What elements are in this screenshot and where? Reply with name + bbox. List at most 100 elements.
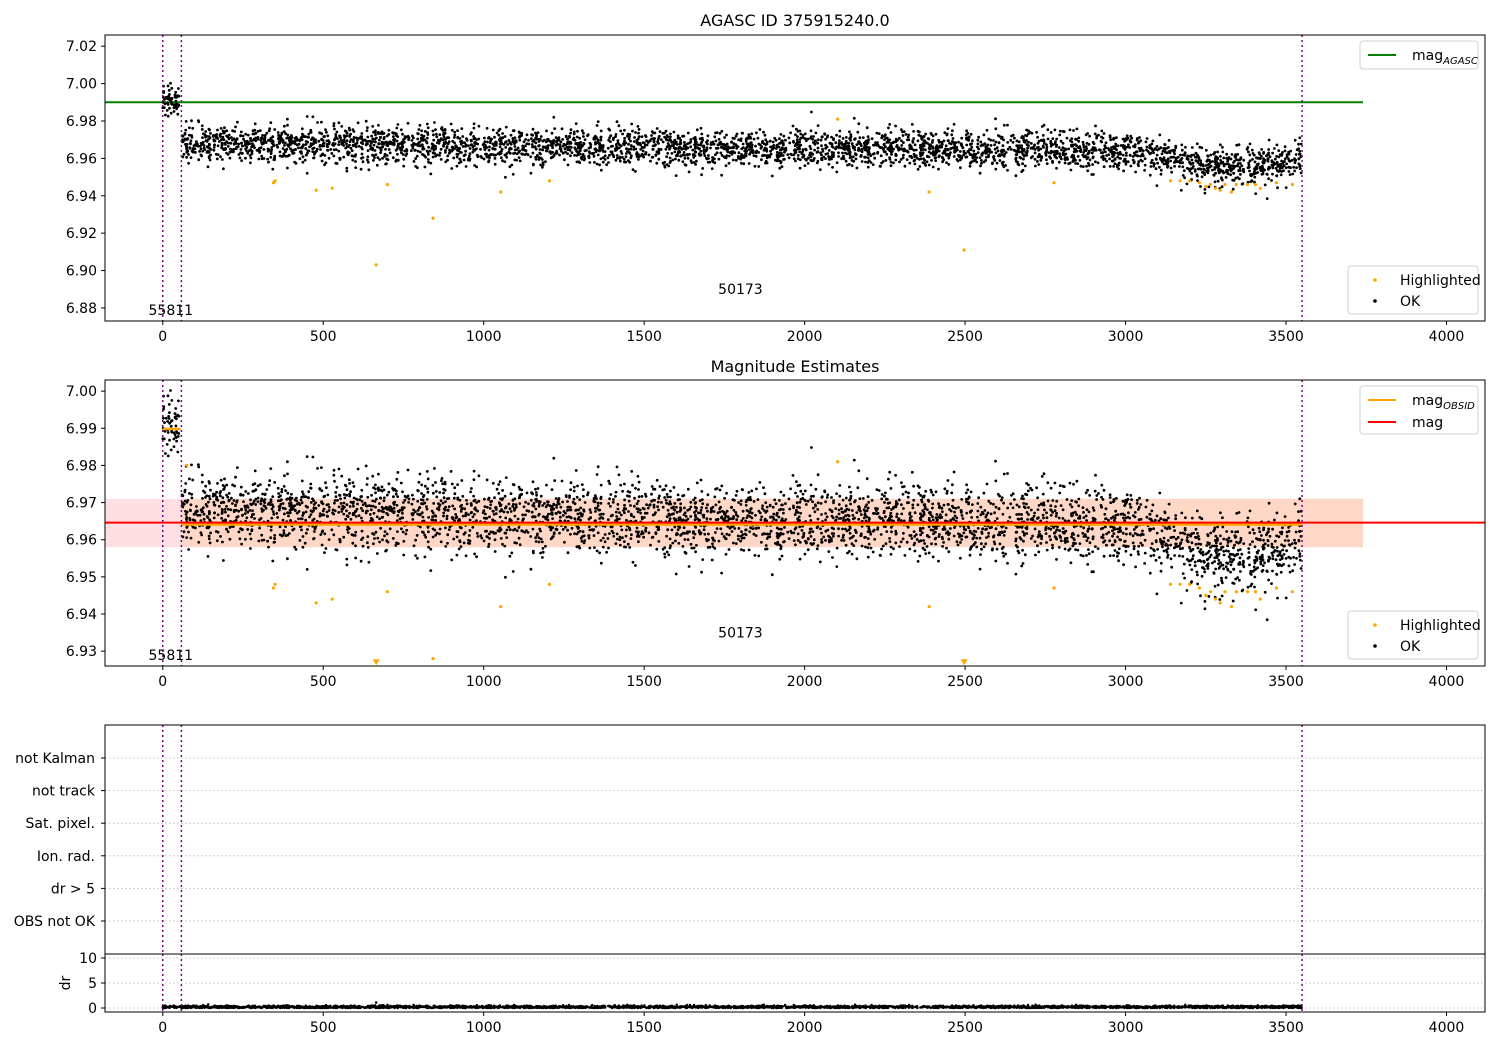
p1-ok-point [659, 148, 663, 151]
p2-ok-point [162, 437, 166, 441]
p1-ok-point [985, 155, 988, 159]
p1-ok-point [775, 153, 779, 157]
p1-ok-point [1137, 141, 1140, 145]
p1-ok-point [575, 160, 579, 164]
p1-ok-point [1017, 144, 1021, 148]
p1-ok-point [552, 141, 555, 145]
p1-ok-point [414, 165, 417, 168]
p1-ok-point [951, 146, 955, 150]
p2-ok-point [1132, 528, 1136, 531]
p2-ok-point [426, 487, 429, 491]
p1-highlighted-point [499, 190, 503, 194]
p2-ok-point [951, 498, 955, 502]
p1-ok-point [453, 133, 457, 137]
p1-ok-point [1254, 171, 1258, 175]
p1-ytick-label: 6.94 [66, 189, 97, 205]
p1-ok-point [828, 158, 831, 161]
legend-label-subscript: AGASC [1442, 56, 1478, 67]
p1-ok-point [578, 149, 582, 153]
p1-ok-point [944, 144, 948, 148]
p1-ok-point [449, 122, 453, 126]
p1-ok-point [665, 138, 668, 142]
p1-ok-point [307, 132, 311, 136]
p1-ok-point [309, 138, 313, 142]
p1-ok-point [1128, 139, 1132, 143]
p1-ok-point [747, 148, 751, 151]
p1-ok-point [682, 151, 686, 154]
p2-ok-point [1162, 549, 1166, 553]
p2-ok-point [620, 528, 624, 532]
p1-ok-point [1232, 171, 1235, 175]
p1-ok-point [560, 149, 563, 153]
p1-ok-point [1073, 147, 1076, 151]
p1-ok-point [1274, 167, 1278, 170]
p1-ok-point [636, 125, 640, 128]
p1-ok-point [509, 147, 513, 151]
p1-ok-point [324, 128, 327, 132]
p1-ok-point [608, 153, 611, 157]
p1-ok-point [272, 144, 276, 148]
p1-ok-point [650, 134, 653, 137]
p2-ok-point [851, 514, 855, 517]
p2-ok-point [706, 546, 710, 549]
p1-ok-point [444, 151, 447, 154]
p1-ok-point [467, 144, 470, 148]
p2-ok-point [429, 569, 433, 572]
p1-ok-point [185, 143, 189, 146]
p1-ok-point [931, 150, 935, 154]
p1-ok-point [373, 149, 377, 152]
p1-ok-point [354, 166, 358, 170]
p1-ok-point [1015, 144, 1019, 148]
p1-ok-point [334, 133, 338, 136]
p2-ok-point [894, 500, 898, 503]
p1-ok-point [563, 147, 567, 151]
p2-ok-point [921, 526, 925, 530]
p1-ok-point [805, 158, 808, 162]
p1-ok-point [609, 150, 613, 154]
p1-ok-point [564, 150, 567, 154]
p1-ok-point [599, 157, 603, 161]
p2-ok-point [267, 483, 271, 487]
p1-ok-point [978, 156, 982, 160]
p1-ok-point [894, 158, 898, 162]
p2-ok-point [163, 421, 166, 424]
p1-ok-point [900, 144, 904, 147]
p1-ok-point [202, 146, 206, 150]
p1-ok-point [1295, 166, 1298, 170]
p2-ok-point [573, 517, 577, 521]
p1-ok-point [798, 166, 802, 170]
p1-ok-point [1262, 157, 1265, 161]
p2-ok-point [1190, 541, 1194, 545]
p1-ok-point [1196, 179, 1199, 183]
p1-ok-point [1213, 167, 1216, 171]
p1-ok-point [199, 147, 203, 151]
p1-ok-point [754, 144, 757, 148]
p1-ok-point [636, 137, 640, 141]
p1-ok-point [1153, 162, 1156, 166]
p1-ok-point [320, 159, 324, 163]
p2-ok-point [666, 528, 670, 532]
p1-ok-point [1163, 143, 1167, 147]
p1-ok-point [979, 164, 982, 168]
p1-ok-point [1169, 159, 1172, 163]
p2-ok-point [869, 546, 873, 550]
p2-ok-point [865, 515, 869, 519]
p1-ok-point [1263, 183, 1267, 187]
p1-ok-point [566, 152, 569, 156]
p2-ok-point [434, 490, 438, 493]
p1-ok-point [1021, 168, 1025, 172]
p1-ok-point [393, 138, 397, 141]
p1-ok-point [258, 149, 262, 153]
p1-ok-point [1150, 147, 1154, 151]
p2-ok-point [1145, 515, 1149, 519]
p2-ok-point [1143, 551, 1147, 555]
p1-ok-point [1045, 158, 1048, 162]
p1-ok-point [351, 128, 355, 132]
p1-ok-point [207, 150, 211, 154]
p1-ok-point [533, 145, 537, 149]
p1-ok-point [1271, 172, 1274, 176]
p2-ok-point [427, 530, 430, 534]
p2-ok-point [655, 478, 659, 482]
p1-ok-point [1045, 145, 1049, 149]
p2-ok-point [796, 539, 800, 542]
